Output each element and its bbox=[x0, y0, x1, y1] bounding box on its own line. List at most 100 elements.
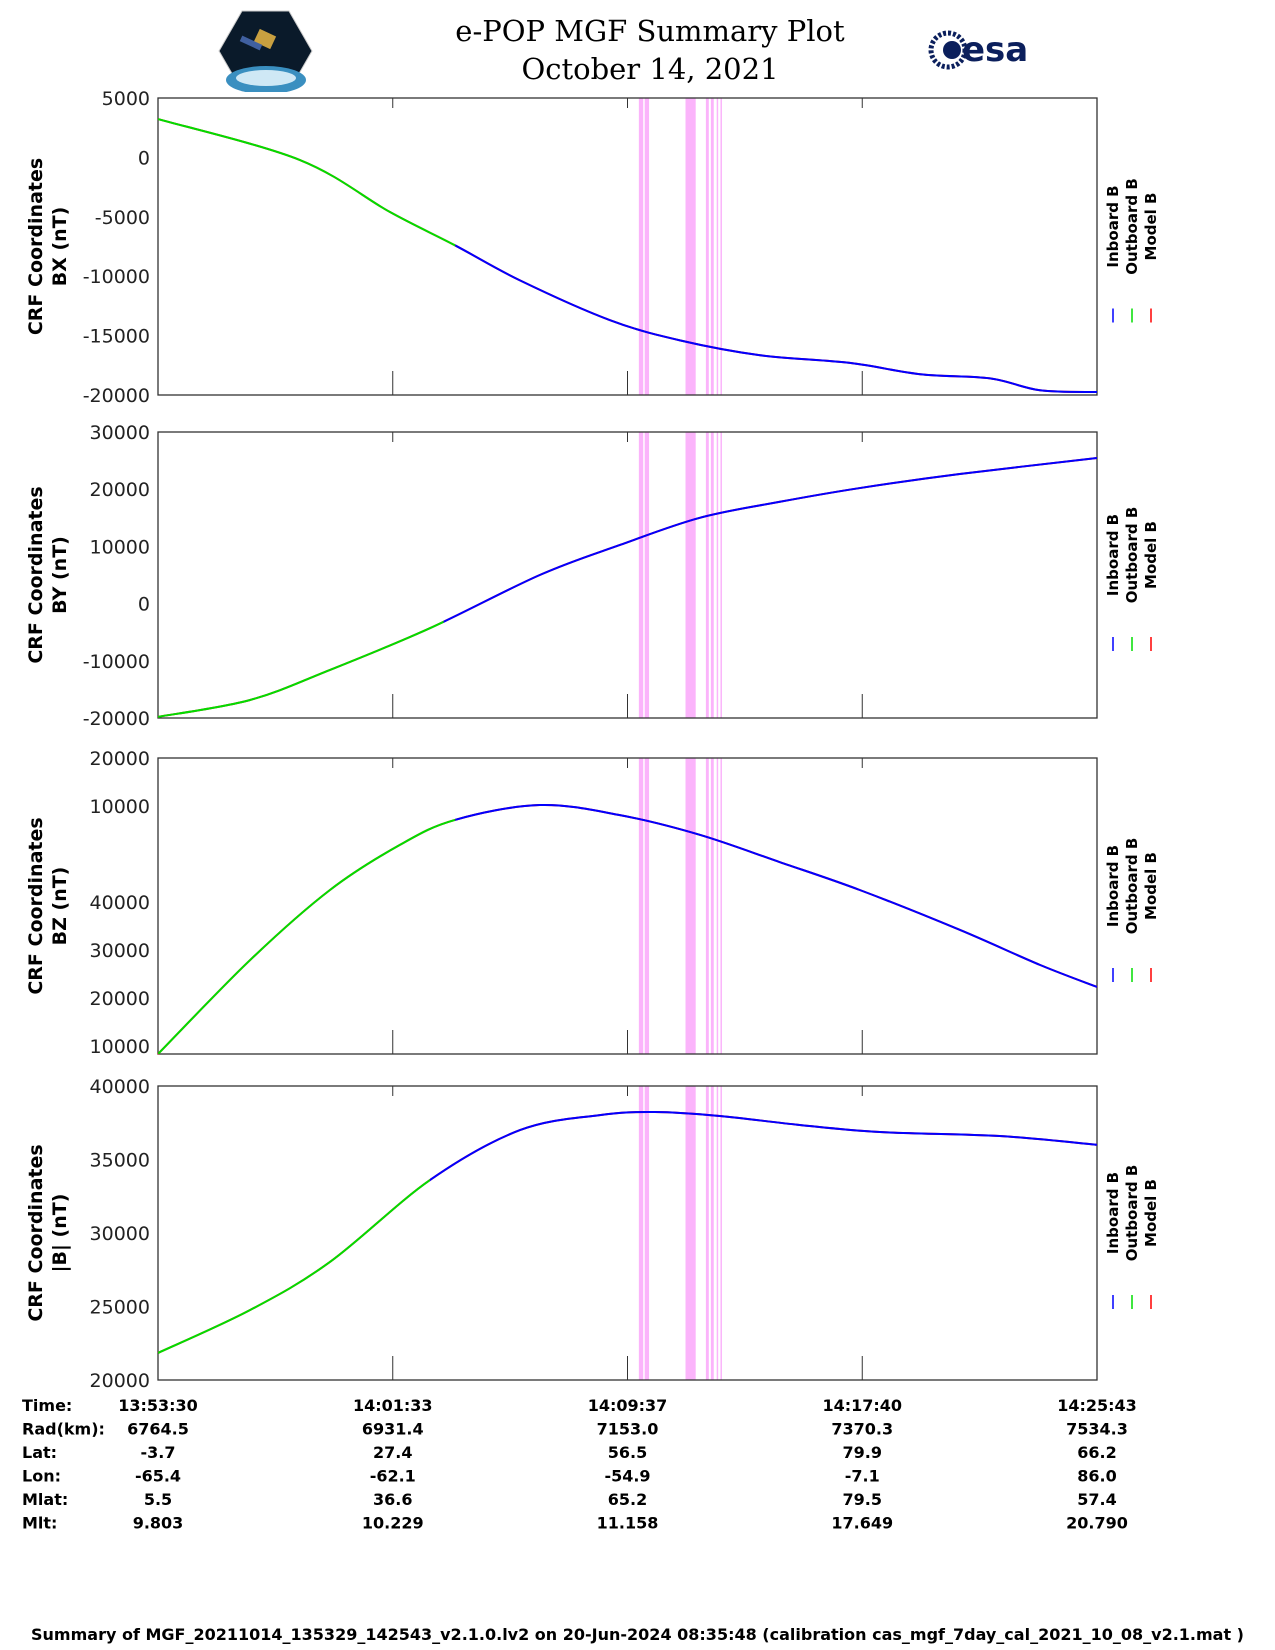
data-gap-band bbox=[710, 758, 714, 1054]
data-gap-band bbox=[638, 432, 644, 718]
y-axis-label-units: |B| (nT) bbox=[49, 1194, 71, 1273]
model-b-line bbox=[157, 803, 1098, 1055]
data-gap-band bbox=[638, 1086, 644, 1380]
data-gap-band bbox=[720, 432, 722, 718]
outboard-b-line bbox=[158, 118, 456, 247]
legend-model-label: Model B bbox=[1142, 1179, 1160, 1247]
panel-2: 20000 10000 40000 30000 20000 10000 CRF Coordi… bbox=[25, 748, 1160, 1058]
model-b-line bbox=[157, 457, 1098, 718]
y-axis-label: CRF Coordinates bbox=[25, 158, 47, 335]
data-gap-band bbox=[685, 758, 696, 1054]
legend-model-label: Model B bbox=[1142, 521, 1160, 589]
legend-inboard-label: Inboard B bbox=[1104, 185, 1122, 267]
y-tick-label: 5000 bbox=[102, 88, 150, 110]
data-gap-band bbox=[644, 432, 650, 718]
y-axis-label: CRF Coordinates bbox=[25, 486, 47, 663]
data-gap-band bbox=[716, 98, 719, 395]
y-axis-label: CRF Coordinates bbox=[25, 817, 47, 994]
data-gap-band bbox=[685, 98, 696, 395]
y-tick-label: 30000 bbox=[90, 422, 150, 444]
table-cell: -65.4 bbox=[135, 1467, 181, 1486]
table-cell: 11.158 bbox=[597, 1514, 659, 1533]
row-label: Mlat: bbox=[22, 1490, 68, 1509]
data-gap-band bbox=[720, 1086, 722, 1380]
y-tick-label: 20000 bbox=[90, 479, 150, 501]
table-cell: 9.803 bbox=[133, 1514, 184, 1533]
legend-outboard-label: Outboard B bbox=[1123, 1165, 1141, 1262]
y-tick-label: 20000 bbox=[90, 988, 150, 1010]
data-gap-band bbox=[638, 98, 644, 395]
y-tick-label: 20000 bbox=[90, 1370, 150, 1392]
y-axis-label-units: BZ (nT) bbox=[49, 867, 71, 946]
outboard-b-line bbox=[158, 620, 444, 718]
model-b-line bbox=[157, 1110, 1098, 1354]
data-gap-band bbox=[685, 1086, 696, 1380]
inboard-b-line bbox=[443, 457, 1097, 623]
table-cell: 7370.3 bbox=[831, 1420, 893, 1439]
cassiope-logo bbox=[218, 10, 313, 92]
y-tick-label: 0 bbox=[138, 147, 150, 169]
plot-date: October 14, 2021 bbox=[521, 52, 779, 86]
table-cell: -7.1 bbox=[845, 1467, 880, 1486]
legend-inboard-label: Inboard B bbox=[1104, 845, 1122, 927]
data-gap-band bbox=[720, 758, 722, 1054]
table-cell: -54.9 bbox=[604, 1467, 650, 1486]
data-gap-band bbox=[705, 98, 709, 395]
data-gap-band bbox=[685, 432, 696, 718]
legend-outboard-label: Outboard B bbox=[1123, 838, 1141, 935]
row-label: Time: bbox=[22, 1396, 72, 1415]
legend-outboard-label: Outboard B bbox=[1123, 178, 1141, 275]
table-cell: 14:17:40 bbox=[822, 1396, 902, 1415]
y-tick-label: 30000 bbox=[90, 940, 150, 962]
data-gap-band bbox=[710, 1086, 714, 1380]
y-tick-label: -10000 bbox=[83, 266, 150, 288]
plot-title: e-POP MGF Summary Plot bbox=[455, 14, 845, 48]
data-gap-band bbox=[638, 758, 644, 1054]
inboard-b-line bbox=[429, 1110, 1097, 1182]
table-cell: 7534.3 bbox=[1066, 1420, 1128, 1439]
y-tick-label: -5000 bbox=[95, 207, 150, 229]
y-tick-label: -15000 bbox=[83, 326, 150, 348]
y-tick-label: 40000 bbox=[90, 892, 150, 914]
table-cell: 79.9 bbox=[843, 1443, 882, 1462]
outboard-b-line bbox=[158, 1178, 430, 1354]
table-cell: 20.790 bbox=[1066, 1514, 1128, 1533]
plot-frame bbox=[157, 1085, 1098, 1381]
data-gap-band bbox=[710, 432, 714, 718]
data-gap-band bbox=[710, 98, 714, 395]
panel-3: 40000 35000 30000 25000 20000 CRF Coordinates… bbox=[25, 1076, 1160, 1392]
row-label: Mlt: bbox=[22, 1514, 57, 1533]
data-gap-band bbox=[716, 1086, 719, 1380]
y-tick-label: 40000 bbox=[90, 1076, 150, 1098]
table-cell: 56.5 bbox=[608, 1443, 647, 1462]
legend-model-label: Model B bbox=[1142, 852, 1160, 920]
y-tick-label: 30000 bbox=[90, 1223, 150, 1245]
y-tick-label: -20000 bbox=[83, 385, 150, 407]
data-gap-band bbox=[705, 432, 709, 718]
data-gap-band bbox=[705, 1086, 709, 1380]
esa-swirl-icon bbox=[928, 30, 968, 70]
plot-frame bbox=[157, 97, 1098, 396]
inboard-b-line bbox=[455, 244, 1097, 394]
y-tick-label: -20000 bbox=[83, 708, 150, 730]
y-tick-label: 10000 bbox=[90, 1036, 150, 1058]
panel-0: 5000 0 -5000 -10000 -15000 -20000 CRF Coordina… bbox=[25, 88, 1160, 407]
table-cell: 36.6 bbox=[373, 1490, 412, 1509]
y-tick-label: 10000 bbox=[90, 536, 150, 558]
legend-outboard-label: Outboard B bbox=[1123, 507, 1141, 604]
data-gap-band bbox=[720, 98, 722, 395]
data-gap-band bbox=[716, 432, 719, 718]
table-cell: 6931.4 bbox=[362, 1420, 424, 1439]
y-axis-label: CRF Coordinates bbox=[25, 1144, 47, 1321]
data-gap-band bbox=[705, 758, 709, 1054]
table-cell: 65.2 bbox=[608, 1490, 647, 1509]
table-cell: 14:01:33 bbox=[353, 1396, 433, 1415]
table-cell: 13:53:30 bbox=[118, 1396, 198, 1415]
legend-inboard-label: Inboard B bbox=[1104, 1172, 1122, 1254]
legend-inboard-label: Inboard B bbox=[1104, 514, 1122, 596]
y-axis-label-units: BX (nT) bbox=[49, 207, 71, 287]
outboard-b-line bbox=[158, 818, 456, 1054]
table-cell: -3.7 bbox=[141, 1443, 176, 1462]
